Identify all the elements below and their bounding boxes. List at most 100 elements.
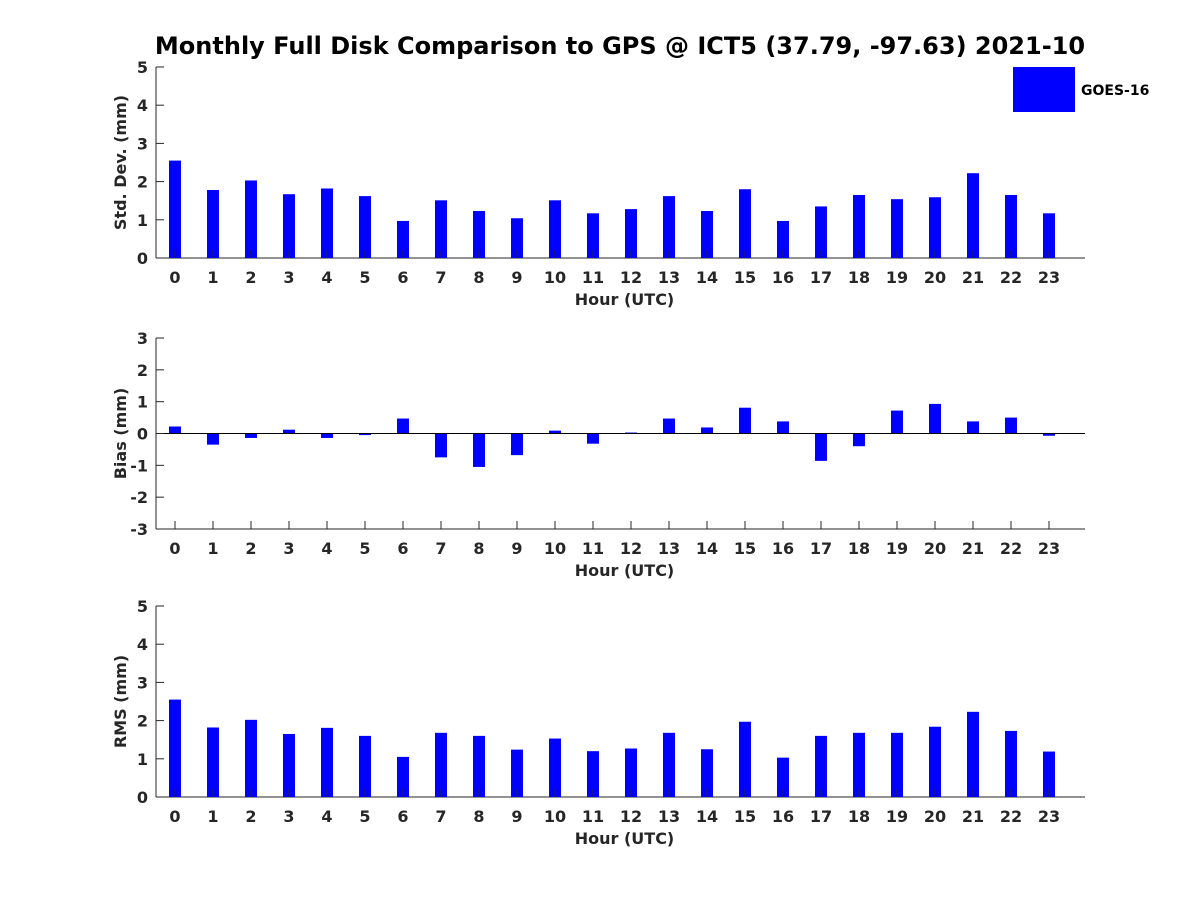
x-tick-label: 17	[810, 807, 832, 826]
y-tick-label: 2	[137, 361, 148, 380]
x-tick-label: 0	[169, 268, 180, 287]
y-tick-label: 3	[137, 134, 148, 153]
bar-hour-8	[473, 735, 485, 797]
x-tick-label: 22	[1000, 807, 1022, 826]
x-tick-label: 9	[511, 268, 522, 287]
x-axis-label: Hour (UTC)	[575, 561, 675, 580]
x-tick-label: 21	[962, 807, 984, 826]
x-tick-label: 18	[848, 268, 870, 287]
bar-hour-13	[663, 196, 675, 258]
x-tick-label: 5	[359, 268, 370, 287]
bar-hour-19	[891, 732, 903, 797]
x-axis-label: Hour (UTC)	[575, 829, 675, 848]
bar-hour-0	[169, 699, 181, 797]
x-tick-label: 16	[772, 539, 794, 558]
y-axis-label: RMS (mm)	[111, 655, 130, 748]
x-tick-label: 22	[1000, 268, 1022, 287]
x-tick-label: 4	[321, 539, 332, 558]
x-tick-label: 4	[321, 807, 332, 826]
bar-hour-1	[207, 727, 219, 797]
x-tick-label: 1	[207, 268, 218, 287]
x-tick-label: 0	[169, 539, 180, 558]
x-tick-label: 11	[582, 539, 604, 558]
bar-hour-6	[397, 220, 409, 258]
bar-hour-17	[815, 433, 827, 461]
bar-hour-14	[701, 749, 713, 797]
x-tick-label: 14	[696, 268, 718, 287]
x-tick-label: 16	[772, 807, 794, 826]
x-tick-label: 3	[283, 268, 294, 287]
x-tick-label: 12	[620, 268, 642, 287]
x-tick-label: 5	[359, 539, 370, 558]
y-tick-label: 2	[137, 173, 148, 192]
bar-hour-7	[435, 200, 447, 258]
bar-hour-3	[283, 429, 295, 434]
x-tick-label: 8	[473, 268, 484, 287]
x-tick-label: 12	[620, 807, 642, 826]
bar-hour-9	[511, 749, 523, 797]
x-tick-label: 0	[169, 807, 180, 826]
bar-hour-4	[321, 433, 333, 438]
x-tick-label: 5	[359, 807, 370, 826]
bar-hour-6	[397, 756, 409, 797]
y-tick-label: 4	[137, 96, 148, 115]
bar-hour-0	[169, 426, 181, 434]
bar-hour-20	[929, 403, 941, 434]
y-tick-label: 1	[137, 393, 148, 412]
x-tick-label: 13	[658, 539, 680, 558]
y-tick-label: 3	[137, 329, 148, 348]
bar-hour-2	[245, 719, 257, 797]
x-tick-label: 10	[544, 539, 566, 558]
x-tick-label: 7	[435, 268, 446, 287]
x-tick-label: 10	[544, 807, 566, 826]
y-tick-label: -3	[130, 520, 148, 539]
bar-hour-22	[1005, 417, 1017, 434]
y-axis-label: Std. Dev. (mm)	[111, 95, 130, 230]
x-tick-label: 7	[435, 539, 446, 558]
x-tick-label: 10	[544, 268, 566, 287]
bar-hour-9	[511, 218, 523, 258]
bar-hour-18	[853, 732, 865, 797]
x-tick-label: 2	[245, 807, 256, 826]
y-tick-label: 2	[137, 712, 148, 731]
bar-hour-23	[1043, 433, 1055, 436]
bar-hour-15	[739, 189, 751, 258]
legend-label: GOES-16	[1081, 83, 1149, 99]
bar-hour-14	[701, 211, 713, 258]
bar-hour-10	[549, 430, 561, 434]
y-tick-label: 0	[137, 249, 148, 268]
x-tick-label: 1	[207, 807, 218, 826]
x-tick-label: 3	[283, 807, 294, 826]
x-tick-label: 15	[734, 807, 756, 826]
x-tick-label: 1	[207, 539, 218, 558]
y-tick-label: 1	[137, 211, 148, 230]
y-tick-label: 1	[137, 750, 148, 769]
x-tick-label: 21	[962, 539, 984, 558]
bar-hour-4	[321, 188, 333, 258]
x-tick-label: 8	[473, 539, 484, 558]
x-tick-label: 13	[658, 268, 680, 287]
bar-hour-13	[663, 732, 675, 797]
bar-hour-7	[435, 732, 447, 797]
bar-hour-16	[777, 421, 789, 434]
x-tick-label: 11	[582, 807, 604, 826]
x-tick-label: 18	[848, 539, 870, 558]
x-tick-label: 9	[511, 807, 522, 826]
bar-hour-16	[777, 757, 789, 797]
bar-hour-4	[321, 727, 333, 797]
bar-hour-19	[891, 410, 903, 434]
bar-hour-11	[587, 751, 599, 797]
bar-hour-7	[435, 433, 447, 458]
x-tick-label: 17	[810, 539, 832, 558]
bar-hour-8	[473, 211, 485, 258]
y-tick-label: 5	[137, 58, 148, 77]
x-tick-label: 7	[435, 807, 446, 826]
bar-hour-5	[359, 196, 371, 258]
x-tick-label: 11	[582, 268, 604, 287]
bar-hour-2	[245, 433, 257, 438]
x-tick-label: 20	[924, 807, 946, 826]
